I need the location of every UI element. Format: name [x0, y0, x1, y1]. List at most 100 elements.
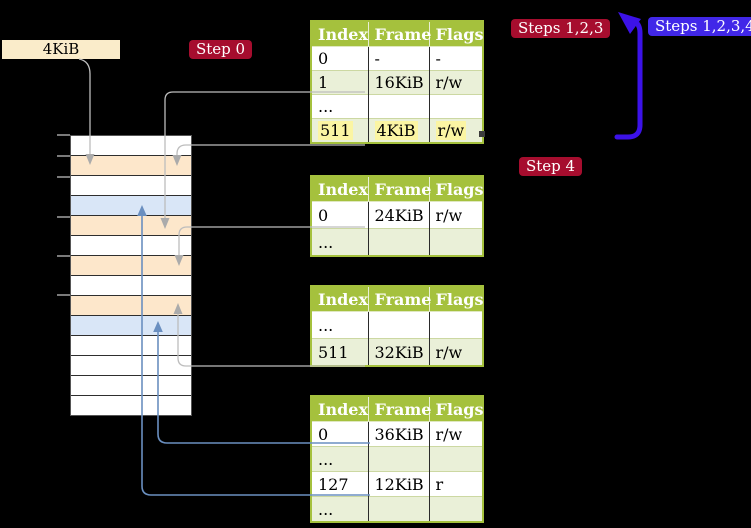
cell-flags: r/w — [429, 201, 483, 229]
table-row: 0 36KiB r/w — [311, 421, 483, 447]
table-header-row: Index Frame Flags — [311, 396, 484, 422]
cell-frame: - — [368, 46, 430, 71]
cell-index: ... — [311, 94, 369, 119]
column-header: Index — [311, 21, 369, 47]
column-header: Frame — [368, 286, 431, 312]
table-header-row: Index Frame Flags — [311, 21, 484, 47]
cell-flags: r/w — [429, 118, 483, 143]
page-table-2: Index Frame Flags 0 24KiB r/w ... — [310, 175, 484, 257]
memory-frame-row-8 — [71, 296, 191, 316]
cell-index: 511 — [311, 338, 369, 366]
cell-index: 511 — [311, 118, 369, 143]
memory-frame-row-7 — [71, 276, 191, 296]
cell-index: 127 — [311, 471, 369, 497]
page-size-box: 4KiB — [2, 40, 120, 59]
column-header: Flags — [429, 396, 484, 422]
badge-step-0: Step 0 — [189, 40, 253, 59]
cell-frame: 32KiB — [368, 338, 430, 366]
column-header: Frame — [368, 176, 431, 202]
cell-index: ... — [311, 496, 369, 522]
cell-index: 1 — [311, 70, 369, 95]
page-table-4: Index Frame Flags 0 36KiB r/w ... 127 12… — [310, 395, 484, 523]
cell-frame — [368, 446, 430, 472]
big-steps-arrow — [614, 12, 643, 140]
cell-index: 0 — [311, 201, 369, 229]
column-header: Index — [311, 396, 369, 422]
memory-axis-tick — [57, 176, 70, 178]
memory-frame-row-13 — [71, 396, 191, 415]
cell-flags — [429, 496, 483, 522]
cell-frame: 36KiB — [368, 421, 430, 447]
memory-axis-tick — [57, 134, 70, 136]
column-header: Flags — [429, 286, 484, 312]
table-header-row: Index Frame Flags — [311, 286, 484, 312]
page-size-label: 4KiB — [42, 40, 80, 58]
cell-flags: r/w — [429, 421, 483, 447]
table-row-highlighted: 511 4KiB r/w — [311, 118, 483, 143]
table-row: ... — [311, 446, 483, 472]
highlighted-value: 511 — [318, 121, 353, 140]
table-row: 0 - - — [311, 46, 483, 71]
memory-frame-row-5 — [71, 236, 191, 256]
column-header: Frame — [368, 21, 431, 47]
table-row: ... — [311, 94, 483, 119]
memory-frame-row-4 — [71, 216, 191, 236]
column-header: Index — [311, 176, 369, 202]
table-row: ... — [311, 311, 483, 339]
memory-axis-tick — [57, 255, 70, 257]
page-table-1: Index Frame Flags 0 - - 1 16KiB r/w ... … — [310, 20, 484, 144]
table-row: 511 32KiB r/w — [311, 338, 483, 366]
memory-axis-tick — [57, 294, 70, 296]
arrow-table1-row511-to-frame — [176, 144, 365, 156]
cell-index: ... — [311, 228, 369, 256]
memory-axis-tick — [57, 216, 70, 218]
column-header: Flags — [429, 176, 484, 202]
cell-flags — [429, 311, 483, 339]
cell-index: ... — [311, 311, 369, 339]
table-row: 127 12KiB r — [311, 471, 483, 497]
table-header-row: Index Frame Flags — [311, 176, 484, 202]
cell-flags — [429, 228, 483, 256]
page-table-3: Index Frame Flags ... 511 32KiB r/w — [310, 285, 484, 367]
memory-frame-row-0 — [71, 136, 191, 156]
cell-frame: 16KiB — [368, 70, 430, 95]
cell-frame: 24KiB — [368, 201, 430, 229]
cell-flags: r/w — [429, 70, 483, 95]
cell-flags: r — [429, 471, 483, 497]
memory-frame-row-10 — [71, 336, 191, 356]
cell-index: ... — [311, 446, 369, 472]
cell-frame — [368, 496, 430, 522]
cell-frame: 12KiB — [368, 471, 430, 497]
highlighted-value: r/w — [435, 121, 467, 140]
memory-column — [70, 135, 192, 416]
badge-step-4: Step 4 — [519, 157, 583, 176]
memory-frame-row-11 — [71, 356, 191, 376]
highlighted-value: 4KiB — [374, 121, 418, 140]
memory-frame-row-3 — [71, 196, 191, 216]
badge-steps-123: Steps 1,2,3 — [511, 19, 611, 38]
cell-index: 0 — [311, 46, 369, 71]
cell-index: 0 — [311, 421, 369, 447]
table-row: ... — [311, 496, 483, 522]
cell-flags: - — [429, 46, 483, 71]
memory-frame-row-6 — [71, 256, 191, 276]
column-header: Index — [311, 286, 369, 312]
memory-frame-row-2 — [71, 176, 191, 196]
column-header: Flags — [429, 21, 484, 47]
cell-flags: r/w — [429, 338, 483, 366]
column-header: Frame — [368, 396, 431, 422]
memory-frame-row-12 — [71, 376, 191, 396]
memory-axis-tick — [57, 155, 70, 157]
table-row: 0 24KiB r/w — [311, 201, 483, 229]
cell-frame — [368, 94, 430, 119]
cell-flags — [429, 446, 483, 472]
memory-frame-row-1 — [71, 156, 191, 176]
table-row: 1 16KiB r/w — [311, 70, 483, 95]
cell-frame: 4KiB — [368, 118, 430, 143]
cell-frame — [368, 228, 430, 256]
table-row: ... — [311, 228, 483, 256]
cell-frame — [368, 311, 430, 339]
badge-steps-1234: Steps 1,2,3,4 — [648, 17, 751, 36]
memory-frame-row-9 — [71, 316, 191, 336]
